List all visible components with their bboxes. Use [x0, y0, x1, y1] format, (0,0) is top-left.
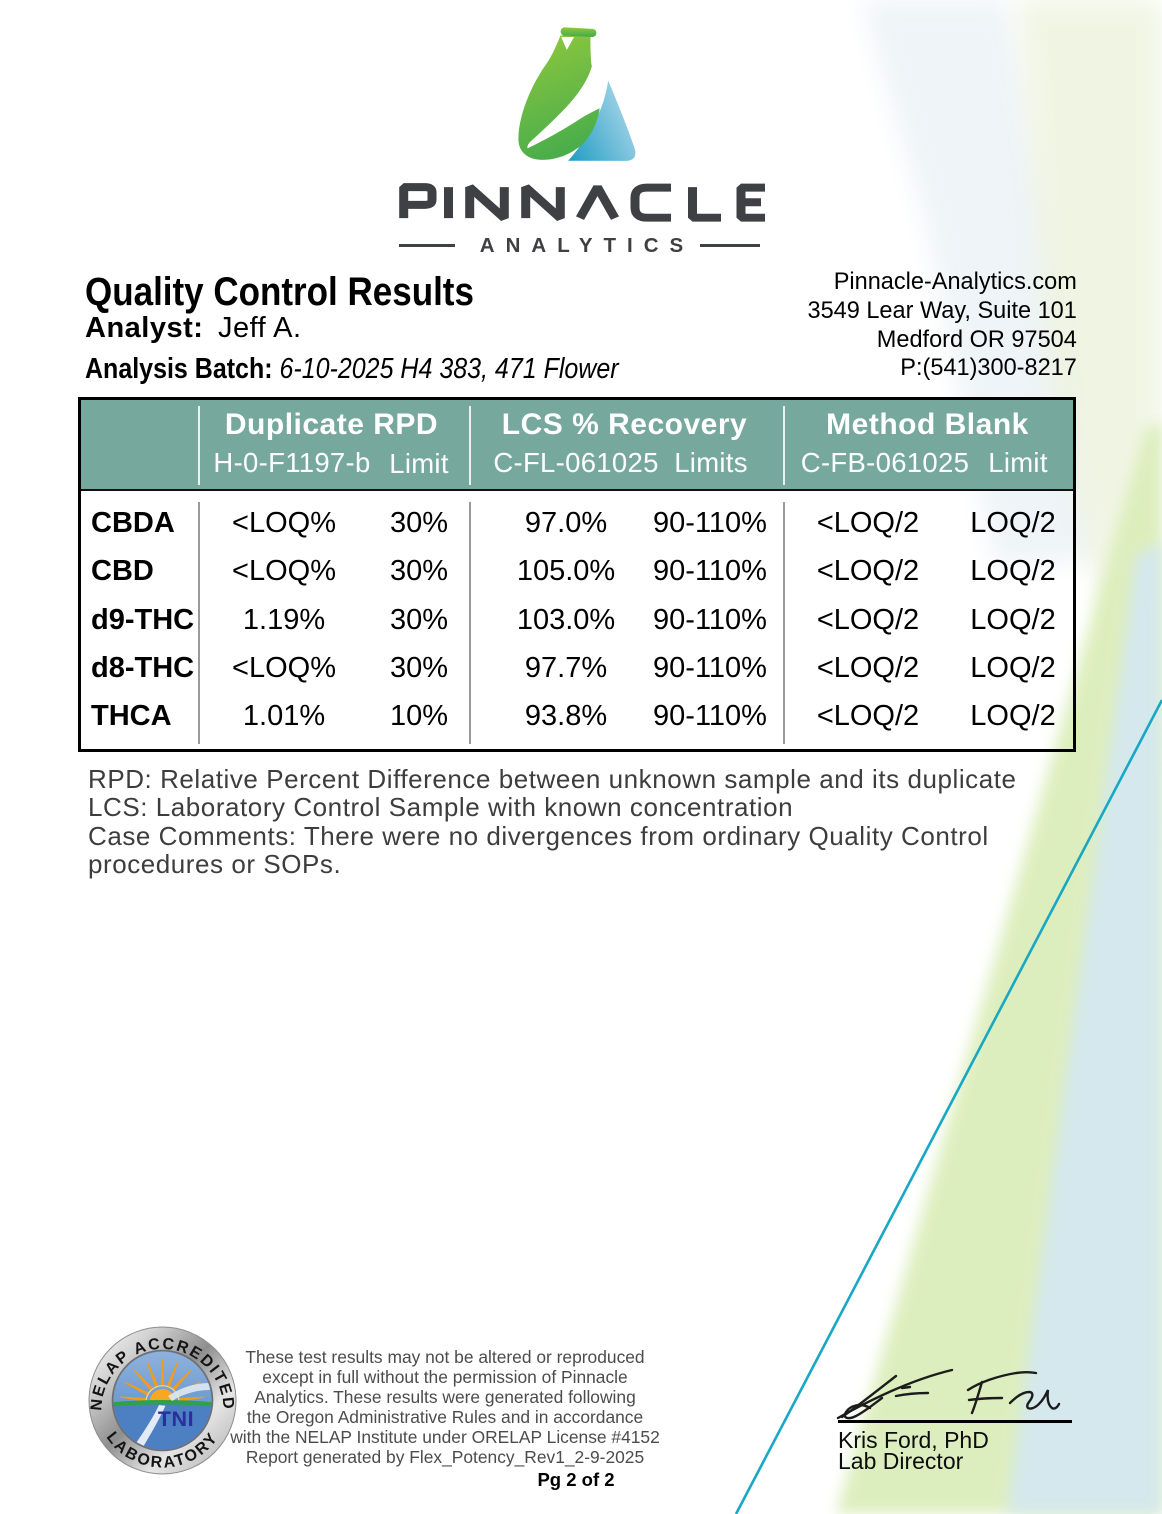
svg-text:TNI: TNI [158, 1407, 194, 1431]
svg-text:ANALYTICS: ANALYTICS [480, 234, 694, 257]
